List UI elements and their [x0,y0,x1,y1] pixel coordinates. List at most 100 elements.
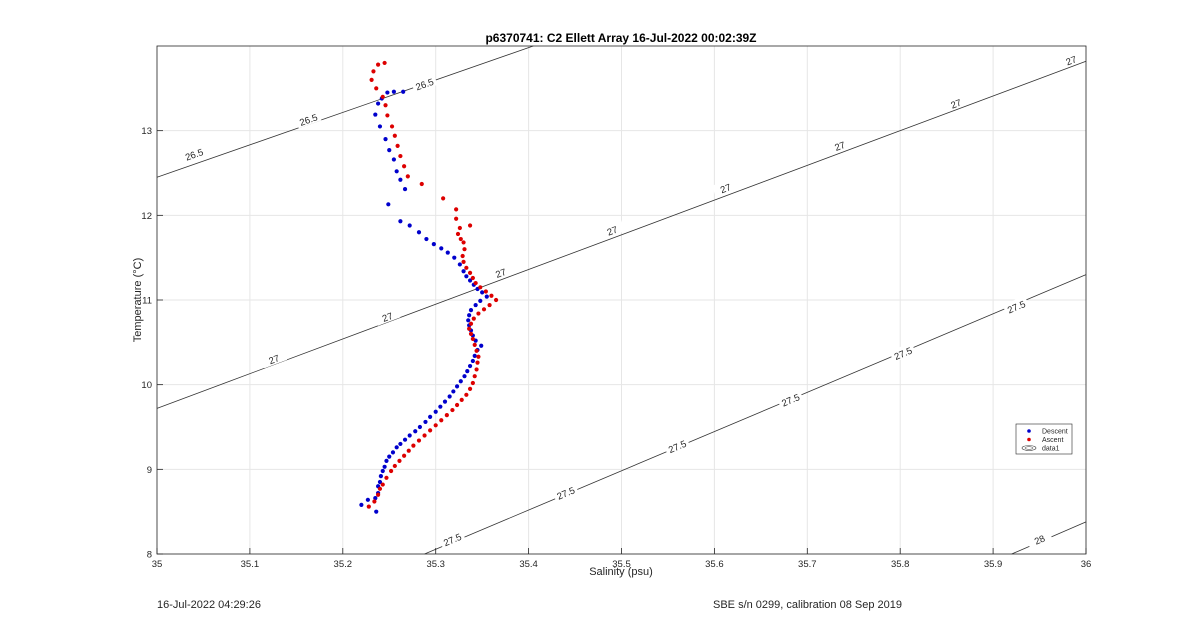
ascent-point [382,60,387,66]
ascent-point [474,367,479,372]
legend-marker [1027,429,1031,433]
descent-point [428,414,433,419]
contour-label-bg [1057,49,1085,70]
descent-point [377,124,383,129]
legend-box [1015,423,1073,455]
descent-point [394,169,399,174]
descent-point [398,441,403,447]
y-tick-label: 10 [141,380,152,391]
legend-marker [1027,437,1031,442]
descent-point [398,219,403,224]
descent-point [452,255,457,260]
descent-point [377,479,383,485]
ascent-point [392,133,397,138]
ascent-point [422,433,427,438]
ascent-point [472,342,477,347]
descent-point [433,409,438,414]
ascent-series [366,60,499,509]
x-tick-label: 35.1 [241,559,260,570]
ascent-point [406,448,411,453]
contour-label: 27 [606,225,620,239]
ascent-point [470,275,475,281]
contour-label: 27.5 [893,346,914,363]
ascent-point [489,293,494,298]
ascent-point [376,62,381,67]
contour-label-bg [711,177,739,198]
x-tick-label: 36 [1081,559,1092,570]
y-tick-label: 9 [147,465,152,476]
ascent-point [441,196,446,201]
contour-label: 27.5 [780,392,801,409]
ascent-point [398,153,403,159]
contour-label-bg [180,143,208,164]
x-tick-label: 35.2 [334,559,353,570]
descent-point [458,379,463,384]
y-tick-label: 12 [141,211,152,222]
descent-point [373,112,378,117]
x-tick-label: 35 [152,559,163,570]
contour-label: 27 [381,311,395,325]
descent-point [423,419,428,425]
ascent-point [487,302,492,308]
descent-point [465,369,470,374]
contour-label: 27 [268,353,282,367]
ascent-point [481,307,487,312]
descent-point [461,269,466,274]
descent-point [365,497,370,502]
descent-point [466,318,471,323]
contour-label-bg [487,262,514,282]
ascent-point [467,326,472,331]
contour-label-bg [1002,295,1030,317]
descent-point [438,404,443,409]
descent-point [445,250,450,255]
ascent-point [461,240,466,245]
descent-point [413,429,418,434]
contour-label-bg [438,528,466,549]
ascent-point [478,285,483,290]
contour-label: 27 [833,140,847,154]
ascent-point [458,236,463,242]
ascent-point [371,69,376,74]
ascent-point [476,354,481,359]
descent-point [383,137,388,142]
contour-label: 27 [949,98,963,112]
ascent-point [389,124,395,129]
descent-point [374,509,379,514]
ascent-point [444,413,449,418]
contour-label-bg [776,388,804,410]
chart-title: p6370741: C2 Ellett Array 16-Jul-2022 00… [485,31,756,45]
descent-point [439,246,444,251]
descent-point [416,230,422,235]
ascent-point [416,438,422,443]
ascent-point [457,225,462,231]
contour-label-bg [1025,528,1053,549]
ascent-point [468,321,474,326]
descent-point [385,90,390,95]
descent-point [480,290,485,295]
descent-point [401,89,406,94]
calibration-footer: SBE s/n 0299, calibration 08 Sep 2019 [713,599,902,611]
contour-label-bg [598,219,626,240]
descent-point [431,242,436,247]
x-tick-label: 35.4 [519,559,538,570]
axes: 35 35.1 35.2 35.3 35.4 35.5 35.6 35.7 35.8 35.9 36… [141,45,1092,570]
ascent-point [380,94,385,99]
descent-point [391,89,396,94]
contour-label: 27.5 [1006,299,1027,316]
contour-label-bg [260,348,288,369]
contour-label-bg [942,92,969,113]
ascent-point [461,259,466,264]
ascent-point [411,443,416,448]
descent-point [454,384,460,389]
y-tick-label: 11 [142,296,152,307]
contour-label-bg [889,342,916,363]
ascent-point [471,316,476,321]
descent-point [464,274,469,279]
descent-point [473,302,478,308]
descent-point [424,236,429,242]
ascent-point [467,386,473,391]
descent-point [407,223,412,228]
ascent-point [374,86,379,91]
contour-label: 27 [719,182,733,196]
ascent-point [402,164,407,169]
